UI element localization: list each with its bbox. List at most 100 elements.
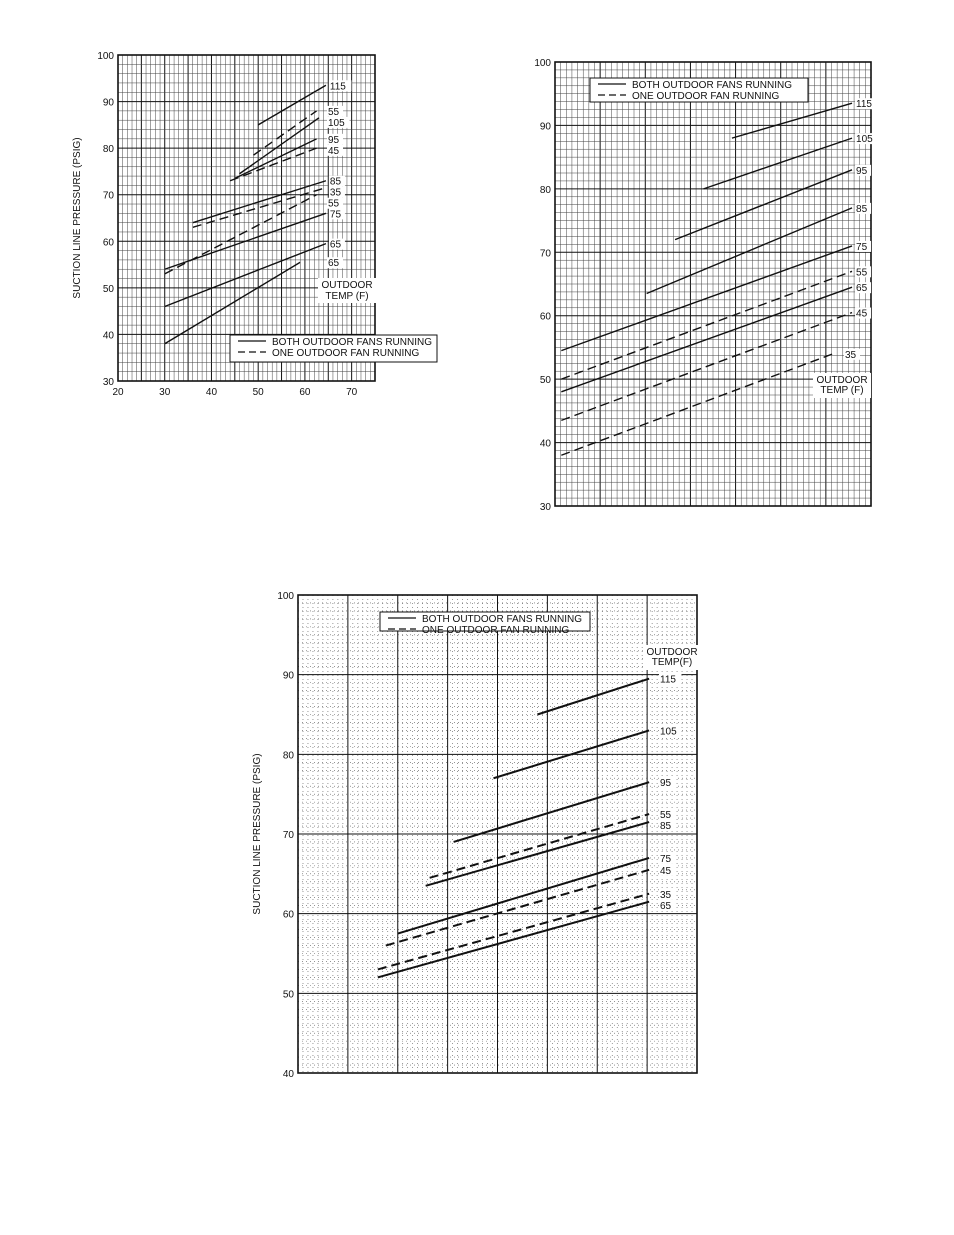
series-label-bg [855, 133, 878, 145]
y-tick-label: 30 [540, 502, 552, 513]
y-tick-label: 40 [283, 1069, 295, 1080]
y-tick-label: 50 [103, 284, 115, 295]
chart-1 [117, 54, 438, 382]
series-label-bg [327, 257, 343, 269]
series-label-bg [855, 307, 872, 319]
series-label-65: 65 [660, 901, 672, 912]
y-axis-label: SUCTION LINE PRESSURE (PSIG) [252, 753, 263, 914]
series-line-45 [229, 147, 317, 182]
series-label-75: 75 [856, 242, 868, 253]
series-label-bg [327, 105, 343, 117]
series-line-115 [257, 84, 327, 126]
legend-both-fans: BOTH OUTDOOR FANS RUNNING [272, 337, 432, 348]
y-tick-label: 50 [540, 375, 552, 386]
series-line-65 [377, 900, 650, 979]
x-tick-label: 70 [346, 387, 358, 398]
series-label-115: 115 [856, 99, 872, 110]
series-line-95 [674, 169, 853, 241]
series-label-bg [659, 864, 675, 876]
x-tick-label: 30 [159, 387, 171, 398]
series-label-65: 65 [330, 240, 342, 251]
x-tick-label: 50 [253, 387, 265, 398]
y-tick-label: 70 [540, 248, 552, 259]
series-label-85: 85 [660, 821, 672, 832]
series-label-bg [327, 133, 343, 145]
y-tick-label: 100 [534, 58, 551, 69]
series-label-bg [855, 282, 872, 294]
series-label-55: 55 [856, 267, 868, 278]
series-line-85 [646, 207, 853, 295]
y-tick-label: 80 [103, 144, 115, 155]
series-line-105 [493, 729, 650, 780]
series-line-55 [253, 110, 317, 156]
series-label-bg [327, 144, 343, 156]
series-label-45: 45 [660, 866, 672, 877]
series-line-35 [192, 187, 327, 228]
series-line-55-low [164, 194, 317, 275]
series-label-bg [855, 202, 872, 214]
series-line-105 [703, 137, 853, 190]
legend-box [589, 77, 809, 103]
series-line-85 [192, 180, 327, 224]
y-tick-label: 70 [283, 830, 295, 841]
legend-both-fans: BOTH OUTDOOR FANS RUNNING [422, 614, 582, 625]
outdoor-temp-annotation: OUTDOOR [816, 375, 867, 386]
series-label-115: 115 [330, 81, 346, 92]
legend-box [379, 611, 591, 632]
series-label-bg [659, 820, 675, 832]
series-line-65 [561, 286, 853, 393]
x-tick-label: 40 [206, 387, 218, 398]
series-line-35 [377, 892, 650, 971]
legend-one-fan: ONE OUTDOOR FAN RUNNING [422, 625, 569, 636]
series-label-85: 85 [856, 204, 868, 215]
y-tick-label: 40 [103, 330, 115, 341]
series-label-95: 95 [328, 135, 340, 146]
outdoor-temp-annotation: TEMP (F) [325, 291, 368, 302]
y-tick-label: 90 [540, 121, 552, 132]
outdoor-temp-annotation: TEMP(F) [652, 657, 693, 668]
series-label-65: 65 [856, 283, 868, 294]
legend-both-fans: BOTH OUTDOOR FANS RUNNING [632, 80, 792, 91]
series-line-75 [561, 245, 853, 352]
series-label-115: 115 [660, 675, 676, 686]
series-line-55 [429, 813, 650, 879]
series-label-65-low: 65 [328, 258, 340, 269]
y-tick-label: 100 [97, 51, 114, 62]
series-label-bg [659, 777, 675, 789]
series-label-bg [659, 673, 682, 685]
legend-one-fan: ONE OUTDOOR FAN RUNNING [632, 91, 779, 102]
legend-box [229, 334, 438, 363]
series-label-bg [855, 98, 878, 110]
series-label-bg [327, 116, 350, 128]
series-label-55: 55 [660, 810, 672, 821]
plot-frame [117, 54, 376, 382]
series-label-45: 45 [856, 309, 868, 320]
outdoor-temp-annotation: OUTDOOR [321, 280, 372, 291]
series-line-105 [239, 117, 320, 175]
y-tick-label: 30 [103, 377, 115, 388]
series-label-75: 75 [330, 209, 342, 220]
legend-one-fan: ONE OUTDOOR FAN RUNNING [272, 348, 419, 359]
outdoor-temp-annotation: TEMP (F) [820, 385, 863, 396]
series-label-bg [659, 888, 675, 900]
series-label-35: 35 [845, 350, 857, 361]
series-label-bg [855, 266, 872, 278]
y-tick-label: 60 [540, 312, 552, 323]
series-label-bg [659, 852, 675, 864]
chart-3 [297, 594, 701, 1074]
series-line-115 [537, 677, 650, 716]
series-label-bg [844, 348, 860, 360]
series-label-bg [328, 208, 345, 220]
series-label-bg [659, 725, 682, 737]
series-label-bg [327, 197, 343, 209]
y-tick-label: 70 [103, 191, 115, 202]
series-label-bg [328, 238, 345, 250]
series-line-65-low [164, 261, 301, 345]
series-line-95 [234, 138, 317, 180]
series-label-bg [328, 80, 352, 92]
series-label-105: 105 [856, 134, 873, 145]
y-tick-label: 80 [283, 750, 295, 761]
y-tick-label: 60 [103, 237, 115, 248]
series-label-bg [659, 899, 675, 911]
series-label-bg [855, 164, 872, 176]
